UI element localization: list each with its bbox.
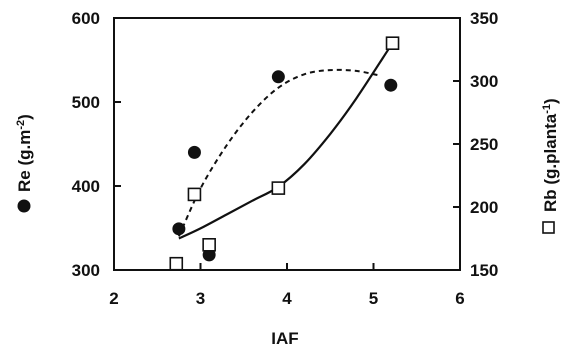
re-point <box>202 248 216 262</box>
left-y-label-suffix: ) <box>15 114 34 120</box>
left-y-axis-ticks: 300 400 500 600 <box>72 9 121 280</box>
re-point <box>187 145 201 159</box>
data-points <box>169 36 400 271</box>
re-point <box>271 70 285 84</box>
rb-point <box>202 238 216 252</box>
fit-curves <box>177 45 392 240</box>
right-y-tick-label: 250 <box>470 135 498 154</box>
right-y-tick-label: 200 <box>470 198 498 217</box>
left-y-tick-label: 400 <box>72 177 100 196</box>
right-y-axis-ticks: 150 200 250 300 350 <box>453 9 498 280</box>
right-y-label-sup: -1 <box>541 104 553 114</box>
left-y-label-sup: -2 <box>15 120 27 130</box>
x-axis-ticks: 2 3 4 5 6 <box>109 263 465 308</box>
x-tick-label: 5 <box>369 289 378 308</box>
rb-point <box>187 187 202 202</box>
plot-border <box>113 17 461 271</box>
right-y-tick-label: 150 <box>470 261 498 280</box>
left-y-axis-label: Re (g.m-2) <box>15 114 34 192</box>
x-tick-label: 6 <box>455 289 464 308</box>
re-legend-marker <box>17 199 31 213</box>
left-y-tick-label: 500 <box>72 93 100 112</box>
x-tick-label: 4 <box>282 289 292 308</box>
re-point <box>384 78 398 92</box>
left-y-tick-label: 300 <box>72 261 100 280</box>
right-y-axis-title: Rb (g.planta-1) <box>541 98 560 234</box>
x-tick-label: 2 <box>109 289 118 308</box>
plot-frame <box>113 17 461 271</box>
re-point <box>172 222 186 236</box>
rb-point <box>169 256 184 271</box>
rb-point <box>385 36 400 51</box>
left-y-label-prefix: Re (g.m <box>15 130 34 192</box>
left-y-axis-title: Re (g.m-2) <box>15 114 34 213</box>
left-y-tick-label: 600 <box>72 9 100 28</box>
rb-legend-marker <box>542 221 555 234</box>
right-y-label-prefix: Rb (g.planta <box>541 113 560 212</box>
rb-point <box>271 181 286 195</box>
right-y-label-suffix: ) <box>541 98 560 104</box>
right-y-tick-label: 300 <box>470 72 498 91</box>
right-y-axis-label: Rb (g.planta-1) <box>541 98 560 212</box>
x-tick-label: 3 <box>196 289 205 308</box>
x-axis-title: IAF <box>271 329 298 348</box>
right-y-tick-label: 350 <box>470 9 498 28</box>
re-fit-line <box>177 68 378 237</box>
rb-fit-line <box>178 45 392 240</box>
